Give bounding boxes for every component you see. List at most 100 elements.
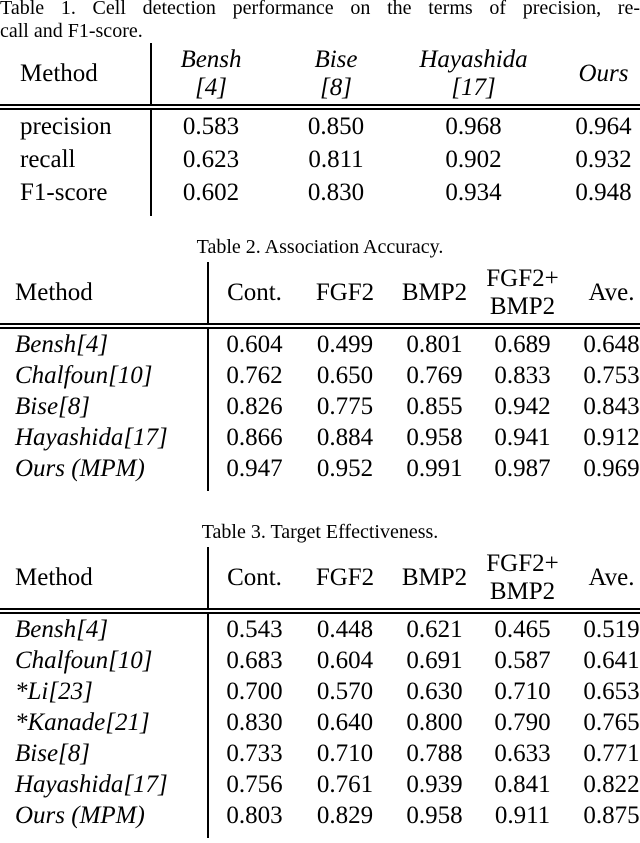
row-label: Bise[8] [0, 391, 209, 422]
table-row: Chalfoun[10] 0.762 0.650 0.769 0.833 0.753 [0, 360, 640, 391]
value-cell: 0.830 [226, 709, 283, 736]
value-cell: 0.583 [182, 113, 240, 140]
column-header: FGF2+ BMP2 [479, 262, 566, 329]
column-header: FGF2+ BMP2 [479, 547, 566, 614]
table-row: Ours (MPM) 0.947 0.952 0.991 0.987 0.969 [0, 453, 640, 491]
row-label: *Li[23] [0, 676, 209, 707]
value-cell: 0.947 [226, 455, 283, 482]
value-cell: 0.640 [316, 709, 374, 736]
value-cell: 0.866 [226, 424, 283, 451]
value-cell: 0.650 [316, 362, 374, 389]
value-cell: 0.604 [226, 331, 283, 358]
column-header-line: [4] [195, 74, 227, 101]
column-header: Cont. [208, 547, 300, 614]
table-3-caption: Table 3. Target Effectiveness. [0, 521, 640, 544]
value-cell: 0.801 [406, 331, 463, 358]
column-header-line: Ave. [588, 564, 635, 591]
table-1-section: Table 1. Cell detection performance on t… [0, 0, 640, 216]
table-row: F1-score 0.602 0.830 0.934 0.948 [0, 176, 640, 216]
value-cell: 0.884 [316, 424, 374, 451]
header-row: Method Cont. FGF2 BMP2 FGF2+ BMP2 Ave. [0, 262, 640, 329]
value-cell: 0.604 [316, 647, 374, 674]
value-cell: 0.841 [494, 771, 551, 798]
column-header-line: BMP2 [401, 564, 468, 591]
table-row: recall 0.623 0.811 0.902 0.932 [0, 143, 640, 176]
value-cell: 0.788 [406, 740, 463, 767]
row-label: Ours (MPM) [0, 453, 209, 491]
value-cell: 0.800 [406, 709, 463, 736]
value-cell: 0.964 [575, 113, 632, 140]
value-cell: 0.633 [494, 740, 551, 767]
method-column-header: Method [0, 43, 152, 110]
column-header: Cont. [208, 262, 300, 329]
value-cell: 0.968 [445, 113, 502, 140]
column-header: BMP2 [390, 262, 479, 329]
value-cell: 0.942 [494, 393, 551, 420]
table-row: Bise[8] 0.826 0.775 0.855 0.942 0.843 [0, 391, 640, 422]
value-cell: 0.543 [226, 616, 283, 643]
column-header: Hayashida [17] [402, 43, 545, 110]
table-row: *Kanade[21] 0.830 0.640 0.800 0.790 0.765 [0, 707, 640, 738]
row-label: Bise[8] [0, 738, 209, 769]
header-row: Method Bensh [4] Bise [8] Hayashida [17] Ours [0, 43, 640, 110]
caption-line: Table 3. Target Effectiveness. [201, 521, 439, 543]
row-label: recall [0, 143, 152, 176]
column-header: FGF2 [300, 547, 390, 614]
value-cell: 0.570 [316, 678, 374, 705]
table-1: Method Bensh [4] Bise [8] Hayashida [17] Ours pr… [0, 43, 640, 216]
table-body: Bensh[4] 0.543 0.448 0.621 0.465 0.519 Chalfou… [0, 611, 640, 838]
value-cell: 0.771 [583, 740, 640, 767]
column-header: Bise [8] [270, 43, 402, 110]
value-cell: 0.641 [583, 647, 640, 674]
table-row: Bensh[4] 0.604 0.499 0.801 0.689 0.648 [0, 326, 640, 360]
value-cell: 0.826 [226, 393, 283, 420]
value-cell: 0.689 [494, 331, 551, 358]
value-cell: 0.683 [226, 647, 283, 674]
row-label: Bensh[4] [0, 611, 209, 645]
value-cell: 0.958 [406, 424, 463, 451]
value-cell: 0.465 [494, 616, 551, 643]
table-2-caption: Table 2. Association Accuracy. [0, 236, 640, 259]
table-1-caption: Table 1. Cell detection performance on t… [0, 0, 640, 43]
value-cell: 0.710 [316, 740, 374, 767]
value-cell: 0.987 [494, 455, 551, 482]
column-header-line: Hayashida [419, 46, 528, 73]
column-header: FGF2 [300, 262, 390, 329]
table-row: Hayashida[17] 0.756 0.761 0.939 0.841 0.822 [0, 769, 640, 800]
value-cell: 0.991 [406, 455, 463, 482]
value-cell: 0.939 [406, 771, 463, 798]
column-header-line: [8] [320, 74, 352, 101]
row-label: F1-score [0, 176, 152, 216]
value-cell: 0.762 [226, 362, 283, 389]
column-header-line: Cont. [227, 564, 282, 591]
value-cell: 0.653 [583, 678, 640, 705]
column-header: Ave. [566, 262, 640, 329]
column-header: Ave. [566, 547, 640, 614]
value-cell: 0.948 [575, 179, 632, 206]
column-header-line: FGF2 [315, 564, 375, 591]
value-cell: 0.753 [583, 362, 640, 389]
caption-line: Table 2. Association Accuracy. [196, 236, 444, 258]
row-label: Hayashida[17] [0, 769, 209, 800]
row-label: Chalfoun[10] [0, 360, 209, 391]
method-column-header: Method [0, 262, 209, 329]
value-cell: 0.769 [406, 362, 463, 389]
table-row: Ours (MPM) 0.803 0.829 0.958 0.911 0.875 [0, 800, 640, 838]
column-header: BMP2 [390, 547, 479, 614]
method-column-header: Method [0, 547, 209, 614]
value-cell: 0.691 [406, 647, 463, 674]
value-cell: 0.775 [316, 393, 374, 420]
value-cell: 0.941 [494, 424, 551, 451]
table-row: Bise[8] 0.733 0.710 0.788 0.633 0.771 [0, 738, 640, 769]
caption-line: Table 1. Cell detection performance on t… [0, 0, 640, 19]
row-label: Chalfoun[10] [0, 645, 209, 676]
column-header-line: Cont. [227, 279, 282, 306]
table-row: Bensh[4] 0.543 0.448 0.621 0.465 0.519 [0, 611, 640, 645]
column-header-line: BMP2 [489, 578, 556, 605]
value-cell: 0.803 [226, 802, 283, 829]
table-row: Hayashida[17] 0.866 0.884 0.958 0.941 0.912 [0, 422, 640, 453]
column-header: Ours [545, 43, 640, 110]
row-label: Ours (MPM) [0, 800, 209, 838]
value-cell: 0.822 [583, 771, 640, 798]
